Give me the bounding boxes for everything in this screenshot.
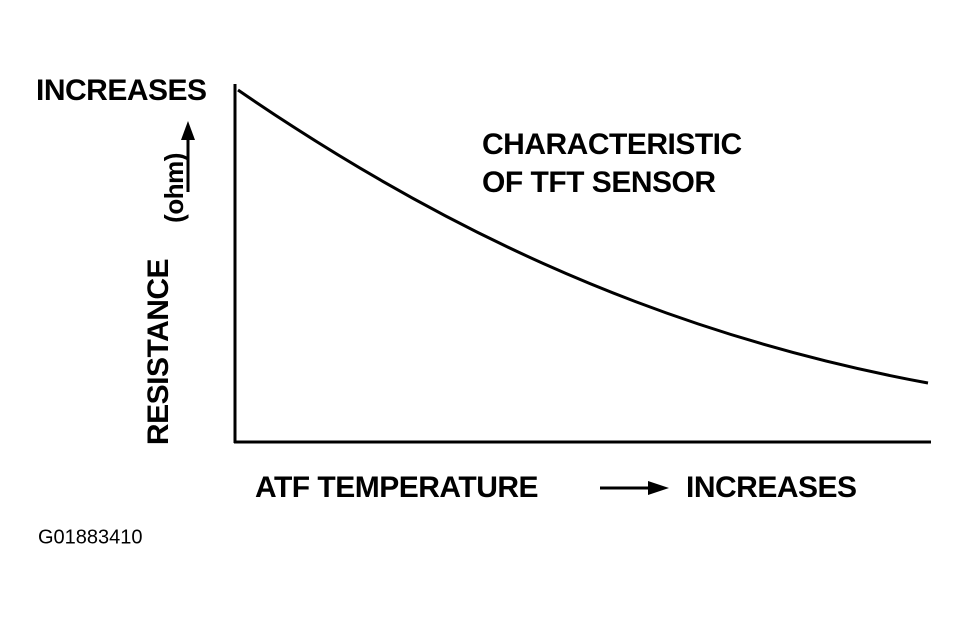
curve-label-line1: CHARACTERISTIC bbox=[482, 128, 742, 161]
y-top-label: INCREASES bbox=[36, 74, 207, 107]
up-arrow-head bbox=[181, 121, 195, 140]
sensor-curve bbox=[237, 88, 929, 385]
x-axis-label: ATF TEMPERATURE bbox=[255, 471, 538, 504]
y-axis-label: RESISTANCE bbox=[142, 259, 175, 445]
curve-label-line2: OF TFT SENSOR bbox=[482, 166, 716, 199]
figure-id: G01883410 bbox=[38, 526, 143, 548]
right-arrow-head bbox=[648, 481, 669, 495]
y-axis-unit: (ohm) bbox=[159, 153, 189, 223]
x-end-label: INCREASES bbox=[686, 471, 857, 504]
